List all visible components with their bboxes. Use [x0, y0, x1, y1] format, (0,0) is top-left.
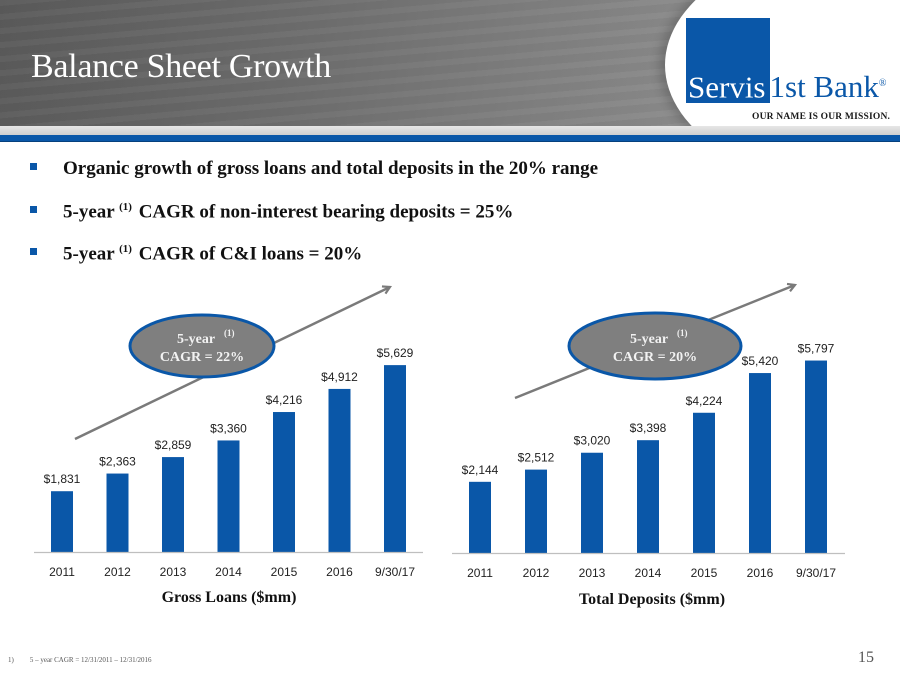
cagr-ellipse: [567, 311, 743, 381]
bar: [693, 412, 715, 553]
cagr-label-line1: 5-year: [177, 332, 215, 347]
bar: [749, 373, 771, 553]
data-label: $1,831: [44, 472, 81, 486]
x-tick-label: 2014: [635, 566, 662, 580]
footnote: 1) 5 – year CAGR = 12/31/2011 – 12/31/201…: [8, 656, 152, 664]
data-label: $2,859: [155, 438, 192, 452]
x-tick-label: 2012: [523, 566, 550, 580]
bullet-text: CAGR of C&I loans = 20%: [133, 243, 363, 265]
footnote-text: 5 – year CAGR = 12/31/2011 – 12/31/2016: [29, 656, 152, 664]
data-label: $4,216: [266, 393, 303, 407]
footnote-number: 1): [8, 656, 14, 664]
data-label: $3,360: [210, 421, 247, 435]
bar: [469, 481, 491, 553]
bar: [637, 440, 659, 553]
x-tick-label: 2012: [104, 565, 131, 579]
cagr-footnote-ref: (1): [224, 328, 235, 338]
x-tick-label: 2016: [326, 565, 353, 579]
data-label: $3,020: [574, 434, 611, 448]
page-number: 15: [858, 649, 874, 666]
registered-mark: ®: [878, 78, 887, 89]
cagr-footnote-ref: (1): [677, 328, 688, 338]
x-tick-label: 2014: [215, 565, 242, 579]
bar-chart-gross-loans: $1,831 2011 $2,363 2012 $2,859 2013 $3,360 2014…: [34, 287, 423, 606]
bar: [106, 473, 129, 552]
data-label: $2,144: [462, 463, 499, 477]
data-label: $2,363: [99, 455, 136, 469]
data-label: $5,797: [798, 342, 835, 356]
x-tick-label: 2013: [579, 566, 606, 580]
bullet-3: 5-year (1) CAGR of C&I loans = 20%: [30, 243, 362, 265]
cagr-callout: 5-year (1) CAGR = 20%: [567, 311, 743, 381]
bullet-text: CAGR of non-interest bearing deposits = …: [133, 201, 514, 223]
header-divider-light: [0, 126, 900, 135]
data-label: $2,512: [518, 451, 555, 465]
bullet-square-icon: [30, 206, 37, 214]
bar: [805, 360, 827, 553]
bullet-square-icon: [30, 248, 37, 256]
bullet-square-icon: [30, 163, 37, 171]
x-tick-label: 2011: [49, 565, 75, 579]
slide-title: Balance Sheet Growth: [31, 48, 331, 85]
bullet-2: 5-year (1) CAGR of non-interest bearing …: [30, 201, 513, 223]
logo-bank: 1st Bank: [769, 69, 879, 105]
header-divider-blue: [0, 135, 900, 142]
bar: [217, 440, 240, 552]
bar: [525, 469, 547, 553]
bar: [328, 388, 351, 552]
bar-chart-total-deposits: $2,144 2011 $2,512 2012 $3,020 2013 $3,398 2014…: [452, 285, 845, 608]
cagr-callout: 5-year (1) CAGR = 22%: [128, 313, 276, 379]
bar: [51, 491, 73, 552]
bar: [384, 365, 406, 552]
chart-title: Total Deposits ($mm): [579, 591, 725, 608]
cagr-ellipse: [128, 313, 276, 379]
bar: [162, 457, 184, 552]
footnote-ref: (1): [119, 201, 132, 213]
x-tick-label: 2015: [271, 565, 298, 579]
data-label: $5,420: [742, 354, 779, 368]
x-tick-label: 2013: [160, 565, 187, 579]
cagr-label-line2: CAGR = 22%: [160, 350, 244, 365]
logo-servis: Servis: [688, 69, 766, 105]
bullet-text: 5-year: [63, 243, 120, 265]
x-tick-label: 9/30/17: [796, 566, 836, 580]
bar: [273, 412, 295, 552]
footnote-ref: (1): [119, 243, 132, 255]
logo-tagline: OUR NAME IS OUR MISSION.: [752, 112, 891, 122]
bullet-text: Organic growth of gross loans and total …: [63, 158, 599, 179]
data-label: $4,224: [686, 394, 723, 408]
chart-title: Gross Loans ($mm): [162, 589, 297, 606]
x-tick-label: 2015: [691, 566, 718, 580]
bar: [581, 452, 603, 553]
cagr-label-line1: 5-year: [630, 332, 668, 347]
x-tick-label: 2016: [747, 566, 774, 580]
data-label: $5,629: [377, 346, 414, 360]
bank-logo: Servis 1st Bank®: [688, 66, 886, 105]
x-tick-label: 2011: [467, 566, 493, 580]
cagr-label-line2: CAGR = 20%: [613, 350, 697, 365]
bullet-text: 5-year: [63, 201, 120, 223]
bullet-1: Organic growth of gross loans and total …: [30, 158, 598, 180]
data-label: $3,398: [630, 421, 667, 435]
logo-mark: [686, 18, 770, 103]
x-tick-label: 9/30/17: [375, 565, 415, 579]
data-label: $4,912: [321, 370, 358, 384]
